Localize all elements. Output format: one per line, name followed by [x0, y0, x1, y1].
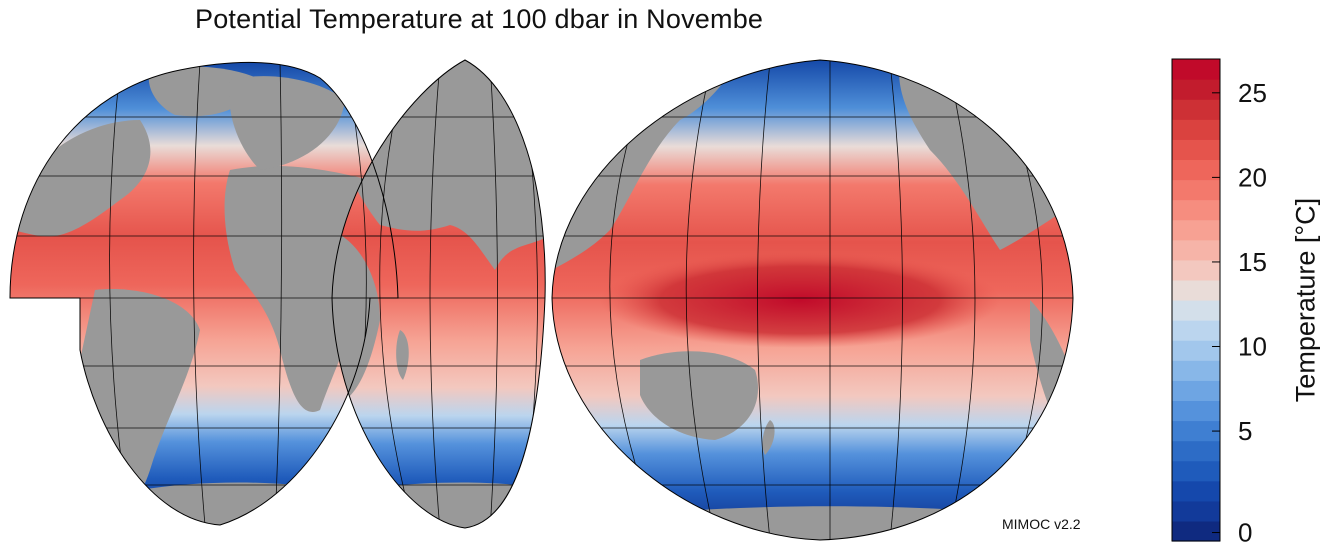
colorbar-bands [1172, 59, 1220, 542]
colorbar-band [1172, 480, 1220, 502]
colorbar: 0 5 10 15 20 25 [1171, 58, 1267, 548]
colorbar-band [1172, 520, 1220, 542]
antarctica-land-a [140, 482, 330, 525]
map-lobe-pacific [552, 60, 1073, 540]
new-zealand-land [762, 420, 775, 455]
colorbar-tick-label: 20 [1238, 162, 1267, 192]
colorbar-band [1172, 500, 1220, 522]
colorbar-label: Temperature [°C] [1290, 197, 1321, 403]
colorbar-band [1172, 360, 1220, 381]
colorbar-tick-label: 25 [1238, 78, 1267, 108]
colorbar-band [1172, 199, 1220, 221]
colorbar-band [1172, 340, 1220, 361]
map-lobe-indian [332, 60, 546, 528]
colorbar-band [1172, 300, 1220, 321]
africa-west-land [224, 165, 375, 412]
colorbar-tick-label: 10 [1238, 332, 1267, 362]
australia-land [640, 351, 759, 440]
colorbar-band [1172, 460, 1220, 482]
colorbar-band [1172, 179, 1220, 201]
colorbar-band [1172, 320, 1220, 341]
colorbar-band [1172, 279, 1220, 301]
colorbar-band [1172, 59, 1220, 80]
colorbar-band [1172, 119, 1220, 140]
colorbar-band [1172, 400, 1220, 422]
africa-east-land [332, 230, 380, 400]
colorbar-band [1172, 139, 1220, 161]
colorbar-band [1172, 239, 1220, 261]
colorbar-band [1172, 259, 1220, 281]
colorbar-band [1172, 99, 1220, 120]
data-credit: MIMOC v2.2 [1002, 516, 1081, 532]
colorbar-band [1172, 219, 1220, 241]
map-title: Potential Temperature at 100 dbar in Nov… [195, 4, 764, 34]
colorbar-band [1172, 420, 1220, 442]
colorbar-tick-label: 15 [1238, 247, 1267, 277]
colorbar-band [1172, 159, 1220, 181]
antarctica-land-b [360, 482, 545, 528]
map-outline [9, 59, 1074, 541]
colorbar-frame [1171, 58, 1221, 542]
colorbar-ticks: 0 5 10 15 20 25 [1212, 78, 1267, 548]
madagascar-land [396, 330, 409, 380]
colorbar-tick-label: 0 [1238, 518, 1252, 548]
colorbar-band [1172, 79, 1220, 100]
ocean-map [9, 59, 1074, 541]
north-america-land [10, 120, 151, 237]
europe-land [229, 76, 345, 170]
colorbar-band [1172, 440, 1220, 462]
colorbar-tick-label: 5 [1238, 416, 1252, 446]
colorbar-band [1172, 380, 1220, 402]
